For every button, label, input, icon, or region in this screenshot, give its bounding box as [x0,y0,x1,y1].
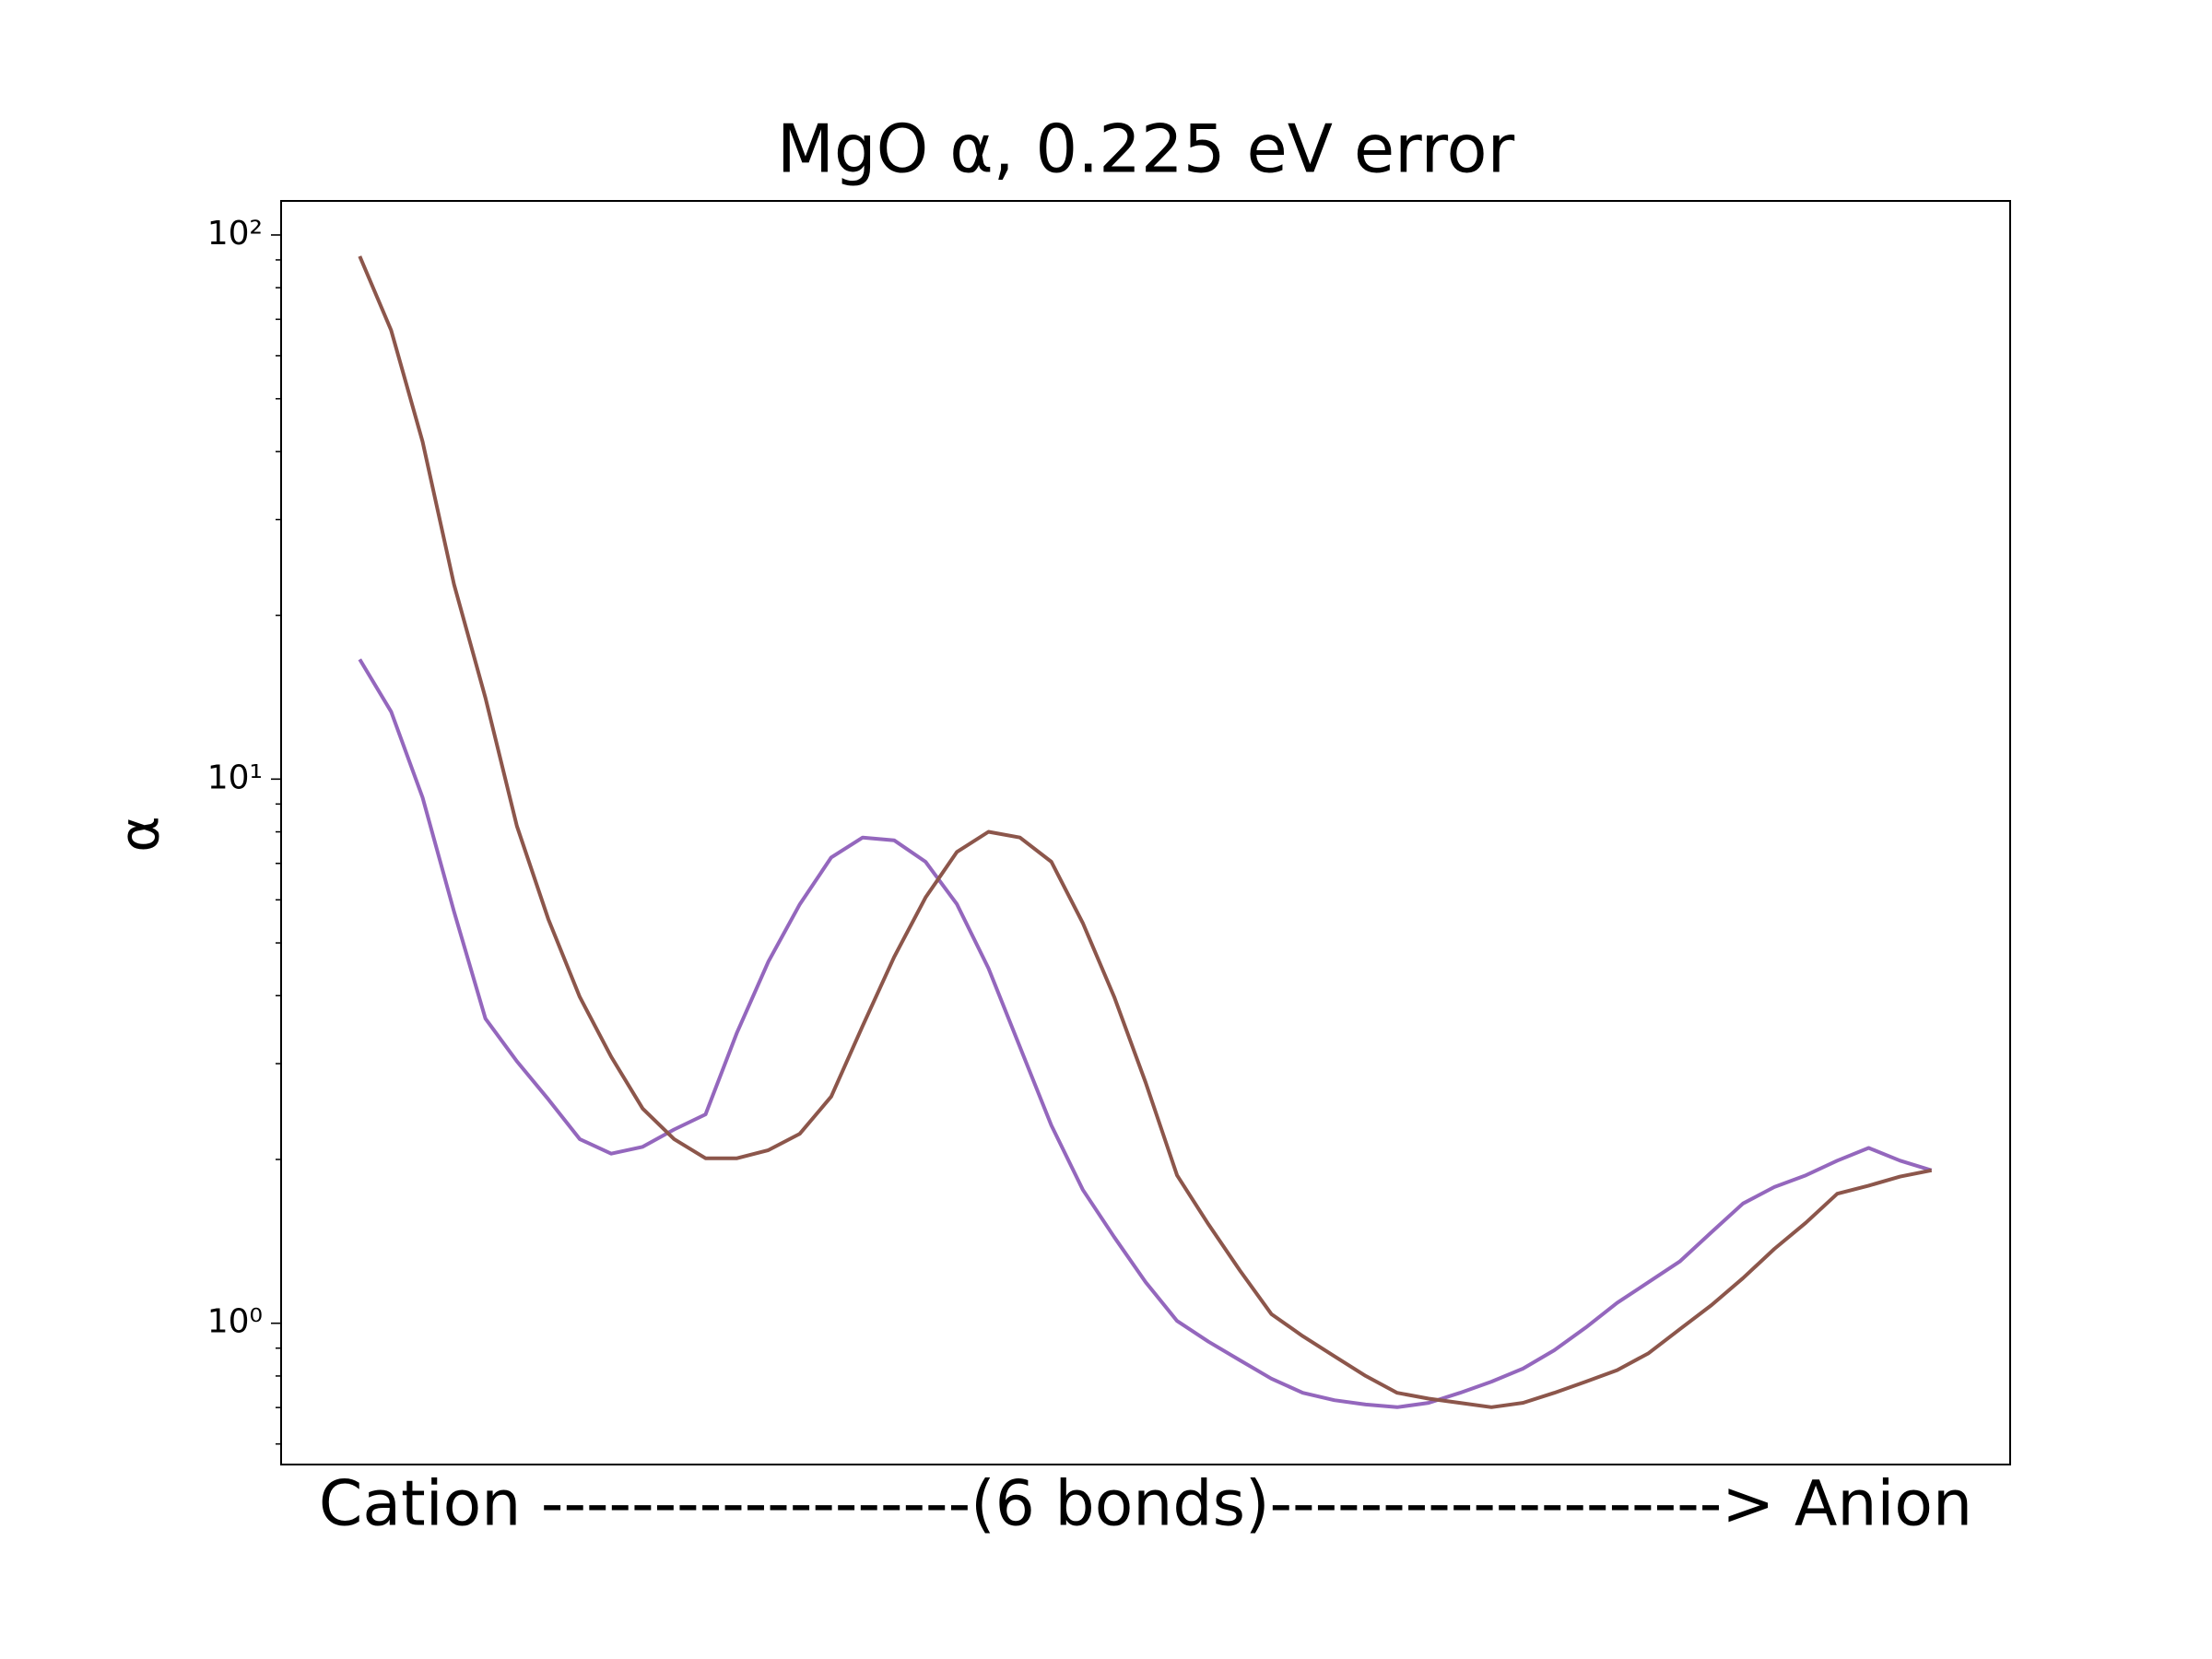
y-tick-label: 10⁰ [207,1303,263,1341]
y-tick-label: 10² [207,215,263,253]
chart-title: MgO α, 0.225 eV error [777,111,1515,188]
y-axis-label: α [108,816,172,853]
plot-frame [280,200,2011,1465]
y-tick-label: 10¹ [207,759,263,796]
line-series [358,255,1933,1409]
x-axis-label: Cation -------------------(6 bonds)-----… [319,1468,1972,1541]
line-series [358,658,1933,1409]
